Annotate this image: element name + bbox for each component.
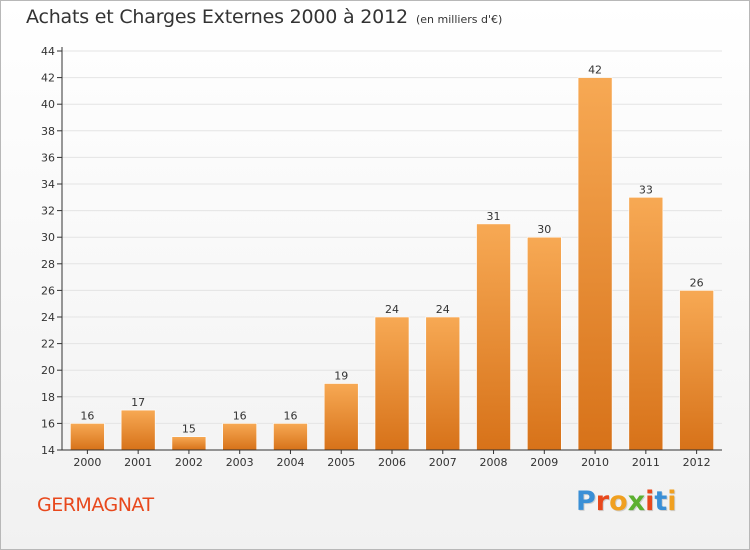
y-tick-label: 18 <box>41 391 55 404</box>
y-tick-label: 42 <box>41 72 55 85</box>
bar-value-label: 42 <box>588 64 602 77</box>
proxiti-logo: Proxiti <box>576 486 677 517</box>
bar-value-label: 30 <box>537 223 551 236</box>
y-tick-label: 32 <box>41 205 55 218</box>
bar-value-label: 31 <box>487 210 501 223</box>
y-tick-label: 38 <box>41 125 55 138</box>
y-tick-label: 34 <box>41 178 55 191</box>
logo-letter: t <box>654 486 668 517</box>
bar-value-label: 33 <box>639 183 653 196</box>
bar-value-label: 24 <box>436 303 450 316</box>
x-tick-label: 2000 <box>73 456 101 469</box>
x-tick-label: 2005 <box>327 456 355 469</box>
chart-title: Achats et Charges Externes 2000 à 2012 <box>26 6 408 28</box>
bar <box>374 316 410 451</box>
bar <box>70 423 105 451</box>
bar <box>679 290 714 451</box>
logo-letter: i <box>667 486 677 517</box>
x-tick-label: 2007 <box>429 456 457 469</box>
y-tick-label: 36 <box>41 151 55 164</box>
x-tick-label: 2004 <box>276 456 304 469</box>
y-tick-label: 20 <box>41 364 55 377</box>
bar <box>628 197 664 451</box>
bar-value-label: 24 <box>385 303 399 316</box>
bar-value-label: 16 <box>283 409 297 422</box>
bar <box>425 316 461 451</box>
y-tick-label: 24 <box>41 311 55 324</box>
bar-value-label: 16 <box>80 409 94 422</box>
x-tick-label: 2011 <box>632 456 660 469</box>
logo-letter: o <box>609 486 628 517</box>
bar <box>323 383 359 451</box>
axes <box>57 47 722 454</box>
x-tick-label: 2006 <box>378 456 406 469</box>
unit-note: (en milliers d'€) <box>416 13 503 26</box>
bar-value-label: 15 <box>182 423 196 436</box>
bar <box>120 409 156 451</box>
bar <box>222 423 257 451</box>
bar <box>273 423 308 451</box>
y-tick-label: 40 <box>41 98 55 111</box>
logo-letter: r <box>595 486 610 517</box>
bar <box>476 223 511 451</box>
logo-letter: P <box>576 486 596 517</box>
y-tick-label: 16 <box>41 417 55 430</box>
commune-name: GERMAGNAT <box>37 494 154 516</box>
bar-value-label: 26 <box>690 276 704 289</box>
bar <box>527 236 562 451</box>
y-tick-label: 44 <box>41 45 55 58</box>
bar <box>171 436 207 451</box>
bars <box>70 77 714 451</box>
bar-value-label: 16 <box>233 409 247 422</box>
y-tick-label: 14 <box>41 444 55 457</box>
x-tick-label: 2001 <box>124 456 152 469</box>
y-tick-label: 28 <box>41 258 55 271</box>
x-tick-label: 2010 <box>581 456 609 469</box>
y-tick-label: 26 <box>41 284 55 297</box>
labels: 14 16 18 20 22 24 26 28 30 32 34 36 38 40 42 44 16 2000 17… <box>41 45 711 469</box>
x-tick-label: 2003 <box>226 456 254 469</box>
x-tick-label: 2008 <box>480 456 508 469</box>
bar <box>577 77 613 451</box>
x-tick-label: 2012 <box>683 456 711 469</box>
x-tick-label: 2002 <box>175 456 203 469</box>
logo-letter: i <box>645 486 655 517</box>
bar-value-label: 17 <box>131 396 145 409</box>
logo-letter: x <box>627 486 646 517</box>
bar-value-label: 19 <box>334 370 348 383</box>
y-tick-label: 22 <box>41 338 55 351</box>
x-tick-label: 2009 <box>530 456 558 469</box>
y-tick-label: 30 <box>41 231 55 244</box>
